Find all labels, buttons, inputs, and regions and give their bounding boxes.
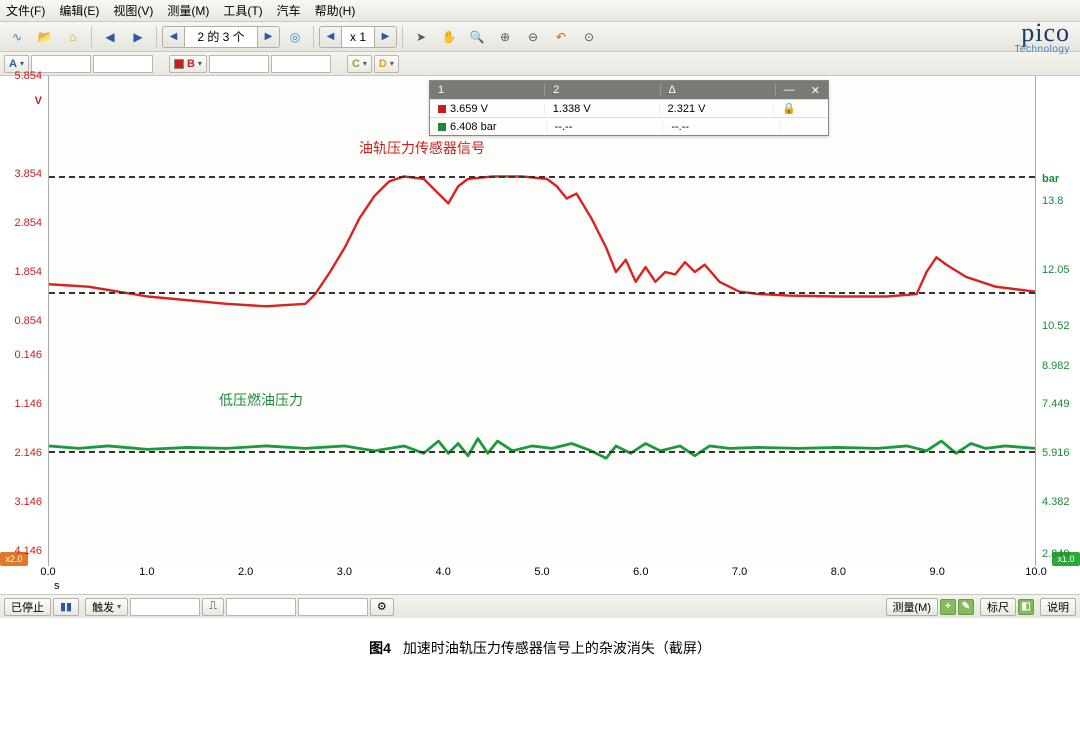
chevron-down-icon: ▾	[363, 59, 367, 68]
caption-fig: 图4	[369, 640, 391, 656]
trigger-field-2[interactable]	[226, 598, 296, 616]
channel-swatch-icon	[438, 123, 446, 131]
ruler-button[interactable]: 标尺	[980, 598, 1016, 616]
undo-zoom-icon[interactable]: ↶	[548, 25, 574, 49]
scope-mode-icon[interactable]: ∿	[4, 25, 30, 49]
zoom-control: ◀ x 1 ▶	[319, 26, 397, 48]
annotation-green: 低压燃油压力	[219, 390, 303, 410]
channel-b-button[interactable]: B ▾	[169, 55, 207, 73]
edit-measure-icon[interactable]: ✎	[958, 599, 974, 615]
channel-c-label: C	[352, 58, 360, 70]
measure-row-2: 6.408 bar --.-- --.--	[430, 117, 828, 135]
measure-val: 6.408 bar	[450, 121, 496, 133]
channel-b-swatch-icon	[174, 59, 184, 69]
lock-icon[interactable]: 🔒	[774, 102, 804, 115]
open-icon[interactable]: 📂	[32, 25, 58, 49]
x-axis: s 0.01.02.03.04.05.06.07.08.09.010.0	[48, 566, 1036, 594]
zoom-text: x 1	[342, 30, 374, 44]
page-text: 2 的 3 个	[185, 28, 257, 45]
trigger-field-3[interactable]	[298, 598, 368, 616]
menu-tools[interactable]: 工具(T)	[223, 2, 262, 19]
channel-b-range[interactable]	[209, 55, 269, 73]
channel-a-coupling[interactable]	[93, 55, 153, 73]
fit-icon[interactable]: ⊙	[576, 25, 602, 49]
measure-val: --.--	[663, 121, 780, 133]
channel-c-button[interactable]: C ▾	[347, 55, 372, 73]
measurement-overlay[interactable]: 1 2 Δ — ✕ 3.659 V 1.338 V 2.321 V 🔒 6.40…	[429, 80, 829, 136]
minimize-icon[interactable]: —	[776, 84, 803, 96]
notes-button[interactable]: 说明	[1040, 598, 1076, 616]
measure-hdr-2: 2	[545, 84, 660, 96]
chevron-down-icon: ▾	[20, 59, 24, 68]
measure-val: 3.659 V	[450, 103, 488, 115]
page-control: ◀ 2 的 3 个 ▶	[162, 26, 280, 48]
close-icon[interactable]: ✕	[803, 84, 828, 97]
menu-bar: 文件(F) 编辑(E) 视图(V) 测量(M) 工具(T) 汽车 帮助(H)	[0, 0, 1080, 22]
menu-view[interactable]: 视图(V)	[113, 2, 153, 19]
y-axis-right: x1.0 bar13.812.0510.528.9827.4495.9164.3…	[1036, 76, 1080, 566]
caption-text: 加速时油轨压力传感器信号上的杂波消失（截屏）	[403, 640, 711, 656]
stop-icon[interactable]: ▮▮	[53, 598, 79, 616]
menu-auto[interactable]: 汽车	[277, 2, 301, 19]
plot-area[interactable]: 油轨压力传感器信号 低压燃油压力 1 2 Δ — ✕ 3.659 V 1.338…	[48, 76, 1036, 566]
menu-file[interactable]: 文件(F)	[6, 2, 45, 19]
chevron-down-icon: ▾	[198, 59, 202, 68]
chevron-down-icon: ▾	[390, 59, 394, 68]
toolbar: ∿ 📂 ⌂ ◀ ▶ ◀ 2 的 3 个 ▶ ◎ ◀ x 1 ▶ ➤ ✋ 🔍 ⊕ …	[0, 22, 1080, 52]
channel-d-button[interactable]: D ▾	[374, 55, 399, 73]
menu-edit[interactable]: 编辑(E)	[59, 2, 99, 19]
zoom-marquee-icon[interactable]: 🔍	[464, 25, 490, 49]
measure-button[interactable]: 测量(M)	[886, 598, 939, 616]
channel-bar: A ▾ B ▾ C ▾ D ▾	[0, 52, 1080, 76]
trigger-edge-icon[interactable]: ⎍	[202, 598, 224, 616]
measure-val: 2.321 V	[660, 103, 775, 115]
channel-b-label: B	[187, 58, 195, 70]
status-bar: 已停止 ▮▮ 触发 ▾ ⎍ ⚙ 测量(M) + ✎ 标尺 ◧ 说明	[0, 594, 1080, 618]
zoom-in-icon[interactable]: ⊕	[492, 25, 518, 49]
app-window: 文件(F) 编辑(E) 视图(V) 测量(M) 工具(T) 汽车 帮助(H) ∿…	[0, 0, 1080, 618]
history-prev-icon[interactable]: ◀	[97, 25, 123, 49]
channel-b-coupling[interactable]	[271, 55, 331, 73]
history-next-icon[interactable]: ▶	[125, 25, 151, 49]
annotation-red: 油轨压力传感器信号	[359, 138, 485, 158]
menu-measure[interactable]: 测量(M)	[167, 2, 209, 19]
pointer-icon[interactable]: ➤	[408, 25, 434, 49]
add-measure-icon[interactable]: +	[940, 599, 956, 615]
logo: pico Technology	[1014, 18, 1070, 55]
measure-row-1: 3.659 V 1.338 V 2.321 V 🔒	[430, 99, 828, 117]
trigger-button[interactable]: 触发 ▾	[85, 598, 128, 616]
status-state[interactable]: 已停止	[4, 598, 51, 616]
trigger-field-1[interactable]	[130, 598, 200, 616]
x-unit: s	[54, 580, 60, 592]
measure-header: 1 2 Δ — ✕	[430, 81, 828, 99]
page-prev-icon[interactable]: ◀	[163, 27, 185, 47]
channel-a-label: A	[9, 58, 17, 70]
hand-icon[interactable]: ✋	[436, 25, 462, 49]
channel-swatch-icon	[438, 105, 446, 113]
page-next-icon[interactable]: ▶	[257, 27, 279, 47]
zoom-in-step-icon[interactable]: ▶	[374, 27, 396, 47]
channel-d-label: D	[379, 58, 387, 70]
ruler-tool-icon[interactable]: ◧	[1018, 599, 1034, 615]
trigger-adv-icon[interactable]: ⚙	[370, 598, 394, 616]
target-icon[interactable]: ◎	[282, 25, 308, 49]
logo-tag: Technology	[1014, 44, 1070, 55]
measure-val: --.--	[547, 121, 664, 133]
y-axis-left: x2.0 V5.8543.8542.8541.8540.8540.1461.14…	[0, 76, 48, 566]
measure-hdr-1: 1	[430, 84, 545, 96]
measure-hdr-delta: Δ	[661, 84, 776, 96]
measure-val: 1.338 V	[545, 103, 660, 115]
chart-area: x2.0 V5.8543.8542.8541.8540.8540.1461.14…	[0, 76, 1080, 566]
zoom-out-icon[interactable]: ⊖	[520, 25, 546, 49]
menu-help[interactable]: 帮助(H)	[315, 2, 356, 19]
waveform-svg	[49, 76, 1035, 566]
zoom-out-step-icon[interactable]: ◀	[320, 27, 342, 47]
figure-caption: 图4 加速时油轨压力传感器信号上的杂波消失（截屏）	[0, 618, 1080, 668]
home-icon[interactable]: ⌂	[60, 25, 86, 49]
